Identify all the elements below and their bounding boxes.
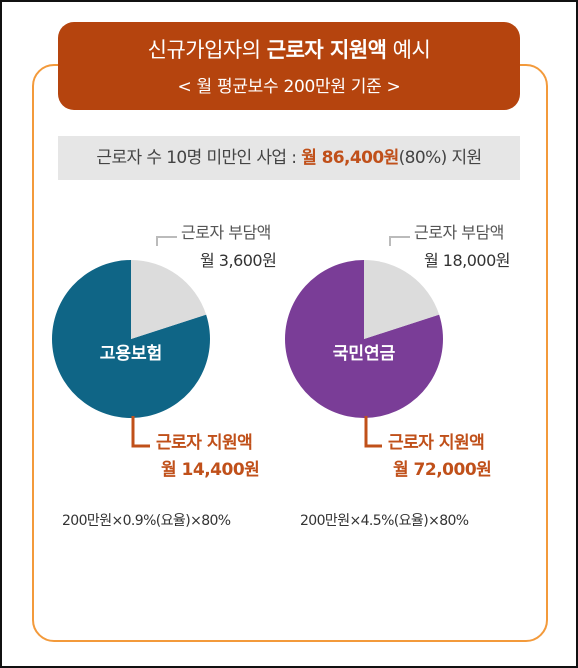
burden-value-right: 월 18,000원 — [424, 247, 511, 271]
support-label-right: 근로자 지원액 — [388, 433, 485, 453]
summary-highlight: 월 86,400원 — [301, 148, 399, 168]
leader-support-right — [364, 416, 382, 448]
slice-burden-employment — [131, 260, 207, 339]
banner-title-suffix: 예시 — [386, 38, 431, 62]
support-label-left: 근로자 지원액 — [156, 433, 253, 453]
title-banner: 신규가입자의 근로자 지원액 예시 < 월 평균보수 200만원 기준 > — [58, 22, 520, 110]
leader-burden-right — [389, 236, 410, 246]
burden-value-right-text: 월 18,000원 — [424, 251, 511, 270]
banner-title: 신규가입자의 근로자 지원액 예시 — [58, 34, 520, 64]
slice-support-pension — [284, 260, 443, 418]
pie-title-employment: 고용보험 — [100, 343, 163, 364]
banner-title-prefix: 신규가입자의 — [147, 38, 267, 62]
pie-national-pension: 국민연금 — [284, 260, 443, 418]
slice-support-employment — [51, 260, 210, 418]
slice-burden-pension — [364, 260, 440, 339]
pie-employment-insurance: 고용보험 — [51, 260, 210, 418]
support-value-right: 월 72,000원 — [393, 460, 492, 480]
leader-burden-left — [156, 236, 177, 246]
summary-bar: 근로자 수 10명 미만인 사업 : 월 86,400원(80%) 지원 — [58, 136, 520, 180]
summary-suffix: (80%) 지원 — [398, 148, 483, 168]
banner-title-bold: 근로자 지원액 — [266, 38, 387, 62]
formula-left: 200만원×0.9%(요율)×80% — [62, 513, 231, 529]
burden-label-right: 근로자 부담액 — [414, 223, 504, 242]
summary-prefix: 근로자 수 10명 미만인 사업 : — [96, 148, 302, 168]
pie-title-pension: 국민연금 — [333, 344, 396, 364]
burden-value-left-text: 월 3,600원 — [200, 251, 277, 270]
formula-right: 200만원×4.5%(요율)×80% — [300, 513, 469, 529]
support-value-left: 월 14,400원 — [161, 460, 260, 480]
banner-subtitle: < 월 평균보수 200만원 기준 > — [177, 77, 401, 97]
leader-support-left — [131, 416, 150, 448]
burden-value-left: 월 3,600원 — [200, 247, 277, 271]
burden-label-left: 근로자 부담액 — [181, 223, 271, 242]
